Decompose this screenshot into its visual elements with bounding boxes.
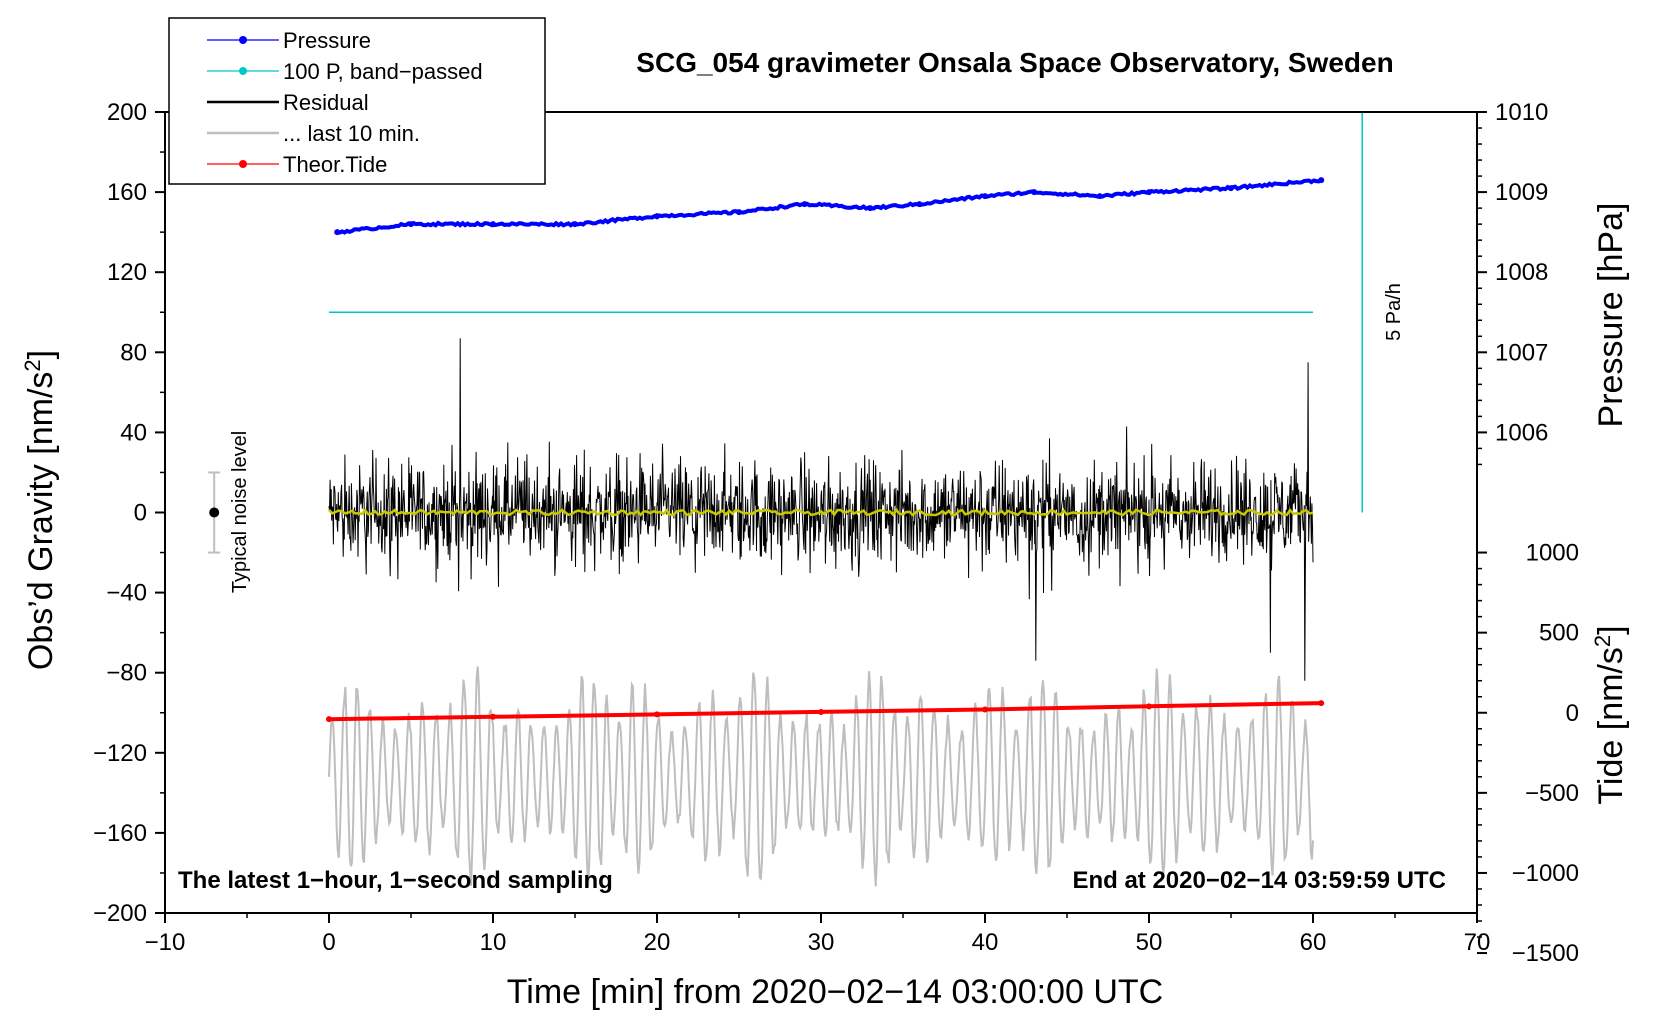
pressure-point — [1146, 189, 1152, 196]
pressure-point — [490, 221, 496, 228]
tide-axis-label-end: ] — [1592, 625, 1630, 634]
tide-point — [1318, 700, 1325, 707]
pressure-point — [982, 193, 988, 200]
tide-point — [818, 708, 824, 715]
x-tick-label: 10 — [480, 929, 507, 956]
y-axis-label-main: Obs’d Gravity [nm/s — [22, 372, 60, 671]
legend-label: ... last 10 min. — [283, 121, 420, 146]
pressure-axis-label: Pressure [hPa] — [1592, 203, 1630, 428]
pressure-point — [801, 201, 808, 208]
legend: Pressure 100 P, band−passed Residual ... la… — [168, 17, 546, 185]
legend-label: Residual — [283, 90, 369, 115]
y-tick-label: −200 — [93, 900, 147, 927]
tide-axis-label-main: Tide [nm/s — [1592, 647, 1630, 804]
y-tick-label: −120 — [93, 740, 147, 767]
pressure-point — [1096, 193, 1103, 200]
x-tick-label: 40 — [972, 929, 999, 956]
svg-text:Tide [nm/s2]: Tide [nm/s2] — [1590, 625, 1630, 804]
legend-marker — [239, 67, 247, 75]
y-axis-label-end: ] — [22, 350, 60, 359]
pressure-point — [654, 213, 660, 220]
pressure-point — [1031, 189, 1038, 196]
pressure-point — [334, 229, 341, 236]
pressure-point — [1228, 185, 1234, 192]
legend-marker — [239, 36, 247, 44]
tide-point — [326, 716, 332, 723]
y-tick-label: 80 — [120, 339, 147, 366]
tide-tick-label: −1000 — [1512, 860, 1579, 887]
tide-point — [1146, 703, 1152, 710]
x-tick-label: 60 — [1300, 929, 1327, 956]
x-tick-label: 0 — [322, 929, 335, 956]
axes: −10 0 10 20 30 40 50 60 70 200 160 120 80 40 0 −40 −80 −1… — [93, 99, 1579, 967]
pressure-tick-label: 1009 — [1495, 179, 1548, 206]
pressure-point — [916, 201, 923, 208]
x-tick-label: 70 — [1464, 929, 1491, 956]
pressure-tick-label: 1010 — [1495, 99, 1548, 126]
y-tick-label: 160 — [107, 179, 147, 206]
legend-label: Pressure — [283, 28, 371, 53]
x-tick-label: 20 — [644, 929, 671, 956]
tide-tick-label: 500 — [1539, 620, 1579, 647]
x-tick-label: −10 — [145, 929, 186, 956]
tide-tick-label: −1500 — [1512, 940, 1579, 967]
y-tick-label: −160 — [93, 820, 147, 847]
pressure-tick-label: 1006 — [1495, 419, 1548, 446]
legend-marker — [239, 160, 247, 168]
last-10-min-series — [328, 666, 1314, 887]
pressure-point — [572, 221, 578, 228]
y-axis-label-sup: 2 — [20, 359, 45, 371]
y-tick-label: −80 — [106, 660, 147, 687]
annotation-right: End at 2020−02−14 03:59:59 UTC — [1072, 867, 1446, 894]
tide-point — [490, 713, 496, 720]
pressure-series — [336, 177, 1323, 235]
y-tick-label: −40 — [106, 580, 147, 607]
x-tick-label: 50 — [1136, 929, 1163, 956]
y-tick-label: 120 — [107, 259, 147, 286]
chart-title: SCG_054 gravimeter Onsala Space Observat… — [636, 47, 1393, 78]
pressure-point — [408, 221, 414, 228]
pressure-point — [867, 205, 874, 212]
y-tick-label: 0 — [134, 500, 147, 527]
tide-tick-label: 1000 — [1526, 540, 1579, 567]
y-tick-label: 40 — [120, 419, 147, 446]
pressure-tick-label: 1008 — [1495, 259, 1548, 286]
noise-level-point — [209, 507, 220, 518]
tide-point — [982, 706, 988, 713]
tide-axis-label-sup: 2 — [1590, 635, 1615, 647]
pressure-point — [1318, 177, 1325, 184]
annotation-left: The latest 1−hour, 1−second sampling — [178, 867, 613, 894]
tide-tick-label: 0 — [1566, 700, 1579, 727]
x-axis-label: Time [min] from 2020−02−14 03:00:00 UTC — [507, 973, 1163, 1011]
residual-smoothed-series — [328, 508, 1314, 517]
tide-axis-label: Tide [nm/s2] — [1590, 625, 1630, 804]
tide-point — [654, 711, 660, 718]
y-tick-label: 200 — [107, 99, 147, 126]
y-axis-label: Obs’d Gravity [nm/s2] — [20, 350, 60, 670]
x-tick-label: 30 — [808, 929, 835, 956]
noise-level-label: Typical noise level — [229, 431, 251, 593]
legend-label: 100 P, band−passed — [283, 59, 483, 84]
plot-area — [208, 112, 1363, 887]
svg-text:Obs’d Gravity [nm/s2]: Obs’d Gravity [nm/s2] — [20, 350, 60, 670]
pressure-tick-label: 1007 — [1495, 339, 1548, 366]
legend-label: Theor.Tide — [283, 152, 387, 177]
tide-tick-label: −500 — [1525, 780, 1579, 807]
scale-bar-label: 5 Pa/h — [1383, 283, 1405, 341]
pressure-point — [736, 209, 742, 216]
residual-series — [328, 338, 1314, 681]
